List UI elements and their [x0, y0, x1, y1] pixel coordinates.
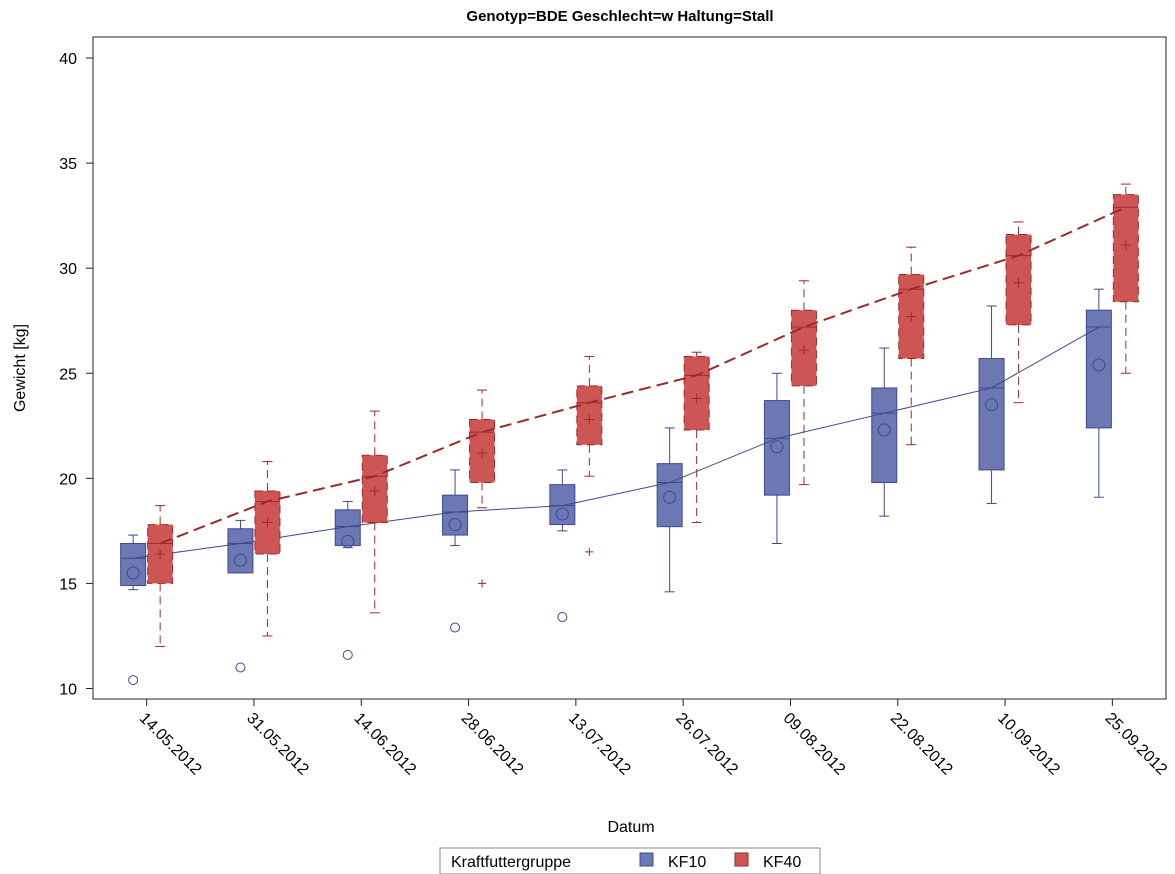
box-kf40 [1112, 183, 1139, 374]
legend-label-kf40: KF40 [763, 854, 801, 871]
outlier-marker [450, 622, 461, 633]
box-kf10 [227, 519, 254, 673]
series-layer [120, 183, 1139, 686]
box-kf10 [549, 469, 576, 623]
mean-marker [985, 398, 999, 412]
mean-marker [126, 566, 140, 580]
x-tick-label: 10.09.2012 [994, 710, 1063, 779]
box-iqr [683, 355, 710, 431]
y-axis: 10 15 20 25 30 35 40 [59, 51, 93, 698]
box-kf40 [361, 410, 388, 614]
mean-marker [555, 507, 569, 521]
box-kf10 [871, 347, 898, 517]
box-kf40 [898, 246, 925, 446]
mean-marker [770, 440, 784, 454]
outlier-marker [557, 612, 568, 623]
legend-title: Kraftfuttergruppe [451, 854, 571, 871]
x-tick-label: 13.07.2012 [565, 710, 634, 779]
y-tick-label: 20 [59, 471, 77, 488]
box-iqr [442, 494, 469, 536]
y-axis-label: Gewicht [kg] [12, 324, 29, 412]
y-tick-label: 40 [59, 51, 77, 68]
mean-marker [233, 553, 247, 567]
box-iqr [361, 454, 388, 523]
box-kf40 [469, 389, 496, 588]
legend-frame [439, 847, 821, 874]
x-tick-label: 09.08.2012 [780, 710, 849, 779]
series-kf10 [120, 288, 1112, 686]
box-iqr [656, 463, 683, 528]
x-tick-label: 25.09.2012 [1102, 710, 1171, 779]
legend-swatch-kf10 [639, 852, 654, 867]
y-tick-label: 30 [59, 261, 77, 278]
y-tick-label: 10 [59, 681, 77, 698]
x-axis: 14.05.2012 31.05.2012 14.06.2012 28.06.2012… [136, 699, 1170, 779]
x-tick-label: 14.06.2012 [350, 710, 419, 779]
box-kf40 [254, 461, 281, 637]
chart-title: Genotyp=BDE Geschlecht=w Haltung=Stall [466, 8, 773, 25]
box-iqr [763, 400, 790, 496]
box-kf40 [683, 351, 710, 523]
box-iqr [549, 484, 576, 526]
box-iqr [227, 528, 254, 574]
legend: Kraftfuttergruppe KF10 KF40 [439, 847, 821, 874]
box-kf40 [576, 355, 603, 556]
box-kf10 [763, 372, 790, 544]
x-tick-label: 22.08.2012 [887, 710, 956, 779]
box-kf40 [790, 280, 817, 486]
x-tick-label: 26.07.2012 [672, 710, 741, 779]
box-kf40 [1005, 221, 1032, 404]
mean-marker [448, 518, 462, 532]
median-connect-line [159, 206, 1127, 545]
box-iqr [1085, 309, 1112, 429]
series-kf40 [147, 183, 1139, 647]
x-tick-label: 28.06.2012 [458, 710, 527, 779]
mean-marker [877, 423, 891, 437]
median-connect-line [133, 326, 1100, 559]
outlier-marker [235, 662, 246, 673]
plot-frame [92, 36, 1167, 700]
box-kf10 [978, 305, 1005, 505]
box-kf40 [147, 505, 174, 647]
box-kf10 [120, 534, 147, 686]
outlier-marker [128, 675, 139, 686]
x-tick-label: 31.05.2012 [243, 710, 312, 779]
y-tick-label: 15 [59, 576, 77, 593]
x-tick-label: 14.05.2012 [136, 710, 205, 779]
mean-marker [341, 534, 355, 548]
x-axis-label: Datum [607, 819, 654, 836]
legend-swatch-kf40 [734, 852, 749, 867]
box-iqr [978, 358, 1005, 471]
legend-label-kf10: KF10 [668, 854, 706, 871]
box-kf10 [442, 469, 469, 633]
y-tick-label: 25 [59, 366, 77, 383]
mean-marker [1092, 358, 1106, 372]
box-iqr [871, 387, 898, 484]
box-kf10 [656, 427, 683, 593]
y-tick-label: 35 [59, 156, 77, 173]
outlier-marker [342, 649, 353, 660]
box-kf10 [1085, 288, 1112, 498]
mean-marker [663, 490, 677, 504]
